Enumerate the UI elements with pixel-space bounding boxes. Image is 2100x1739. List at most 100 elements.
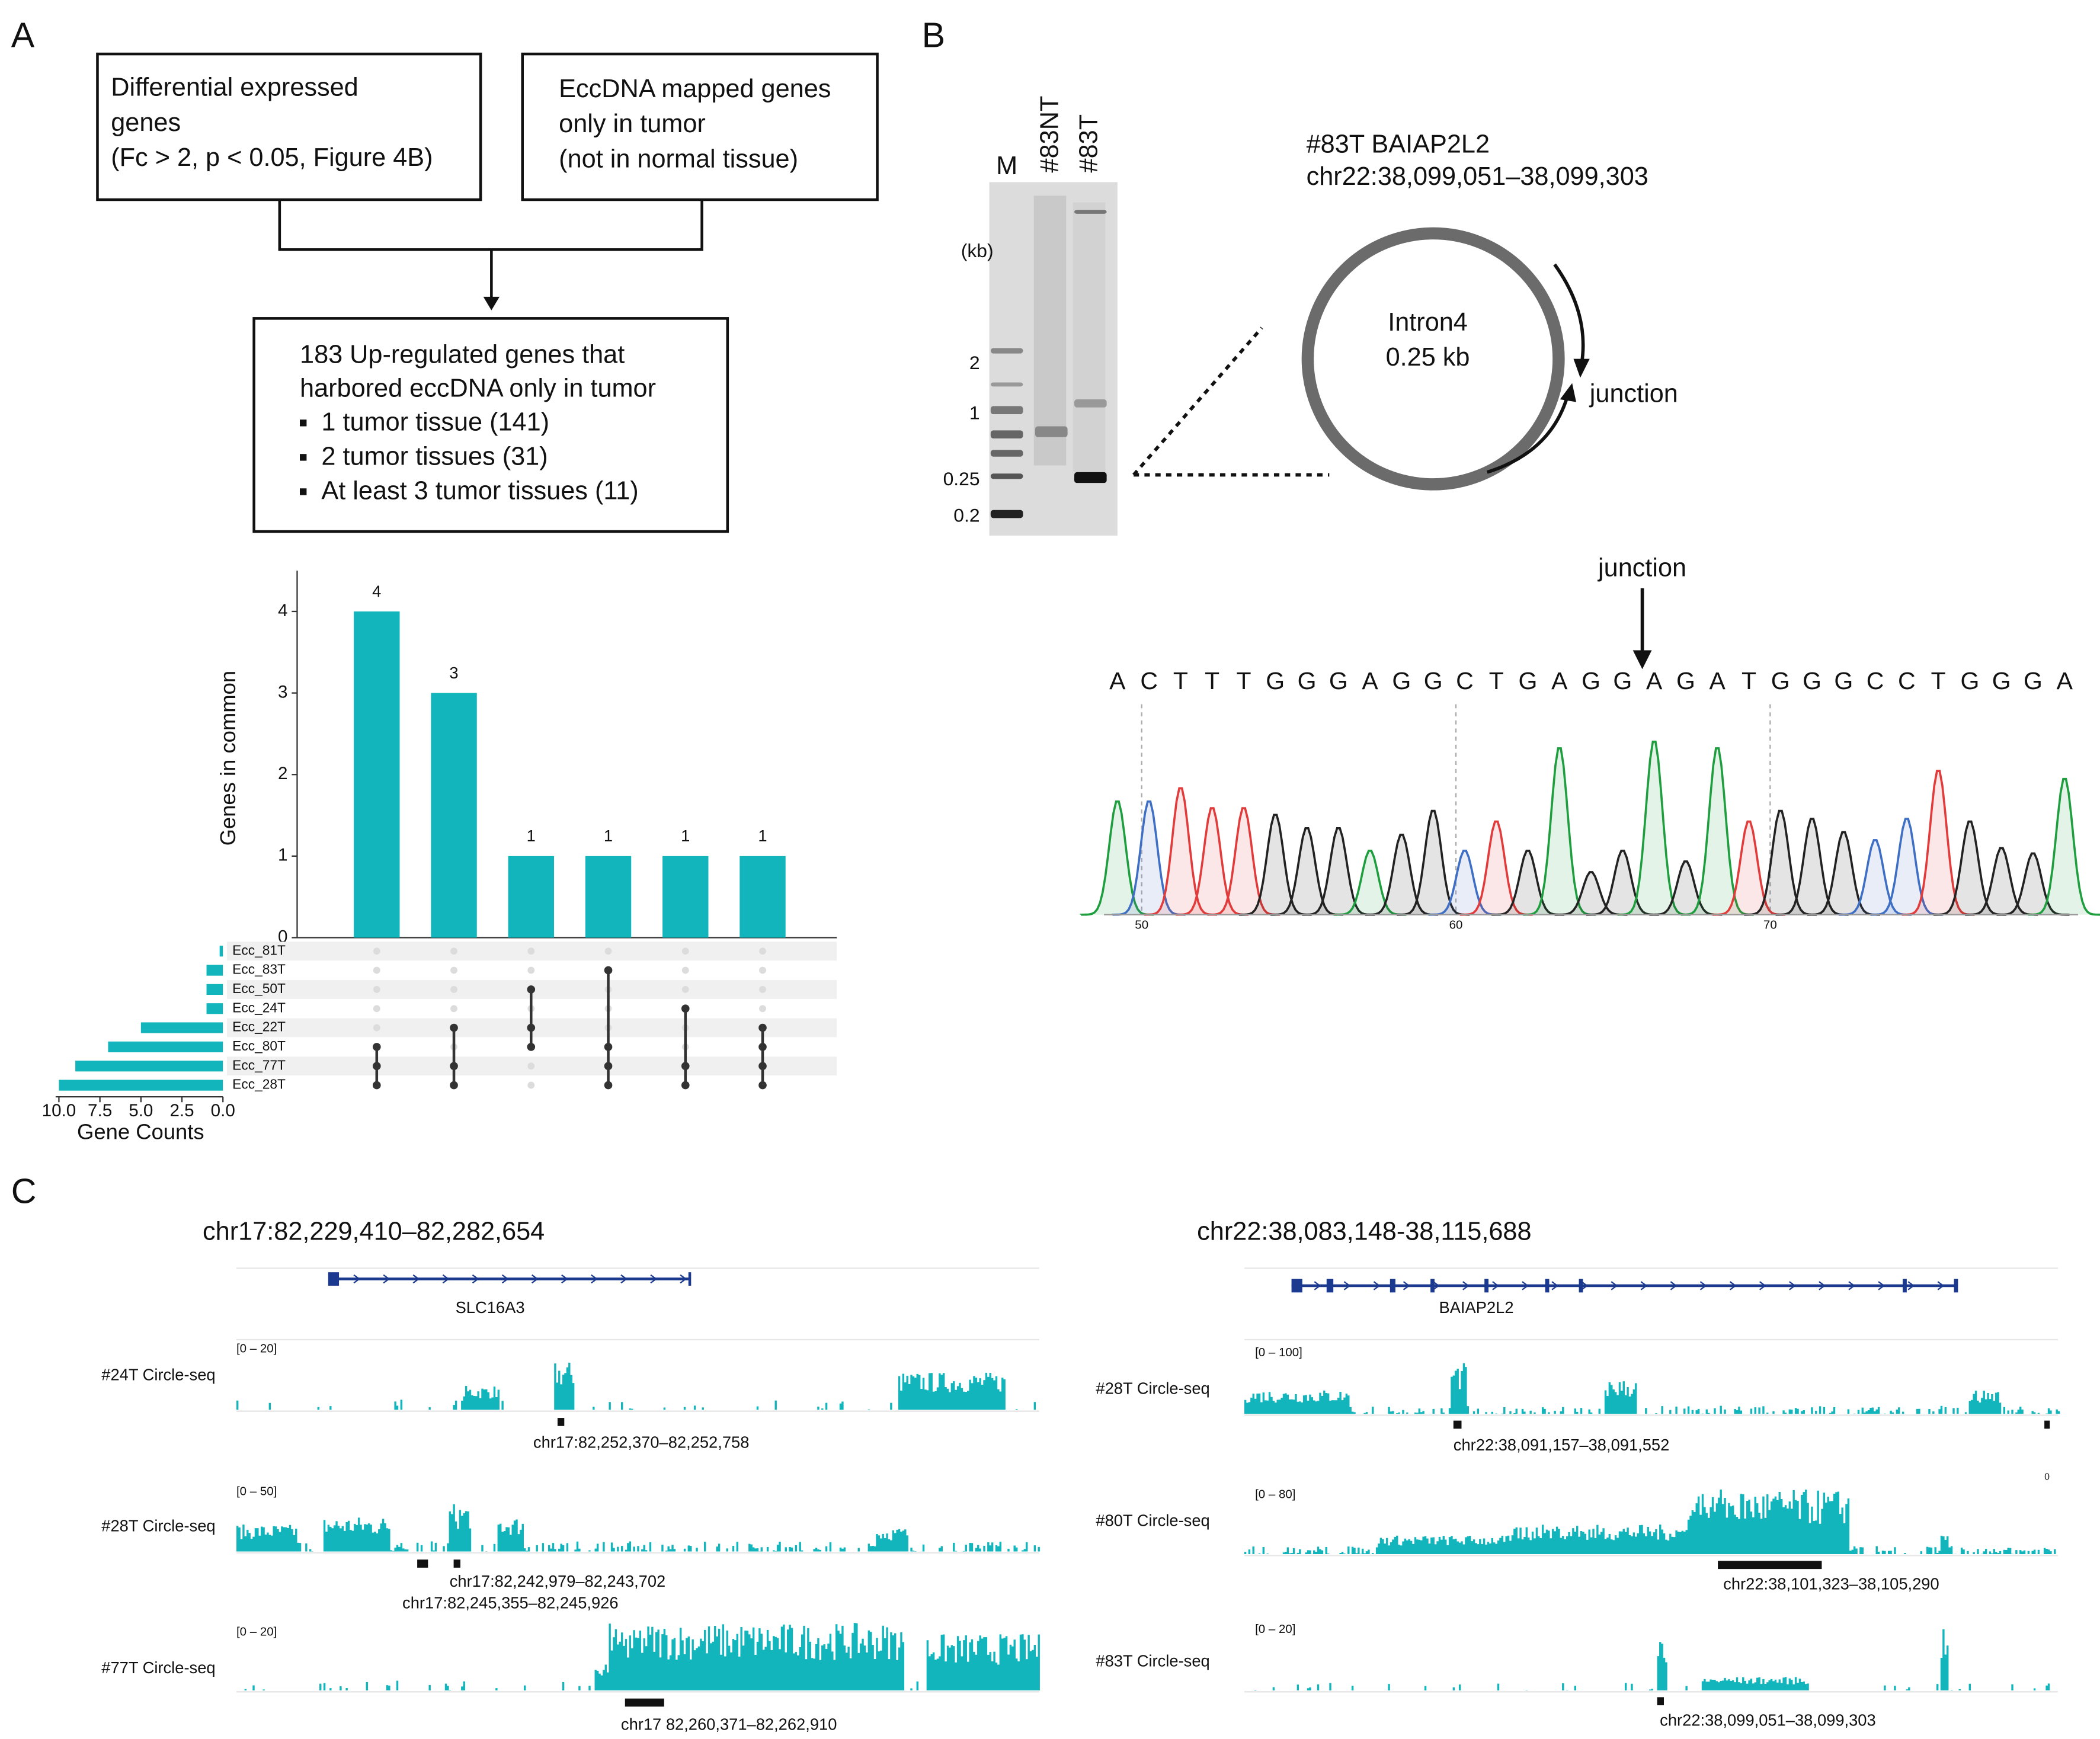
matrix-dot-empty [681,986,689,993]
set-label: Ecc_77T [232,1057,286,1072]
matrix-dot [681,1062,690,1071]
flow-text: EccDNA mapped genes [559,75,831,103]
size-label: 2 [969,352,980,373]
matrix-dot-empty [759,947,766,955]
base-letter: T [1205,667,1219,694]
bar-value-label: 1 [758,827,767,845]
base-letter: A [1109,667,1126,694]
track-range: [0 – 20] [236,1341,277,1355]
base-letter: G [1834,667,1853,694]
region-label: chr22:38,101,323–38,105,290 [1723,1575,1939,1593]
region-box [1718,1561,1822,1570]
exon [1579,1279,1583,1293]
gene-arrow [561,1274,568,1284]
region-label: chr17:82,242,979–82,243,702 [450,1572,665,1590]
coverage [1244,1363,2060,1414]
trace-tick-label: 70 [1763,918,1777,931]
matrix-dot-empty [373,966,380,974]
x-tick-label: 2.5 [169,1101,194,1120]
exon [1954,1279,1958,1293]
exon [1390,1279,1395,1293]
gene-arrow [1640,1281,1648,1290]
matrix-dot [450,1081,458,1090]
gene-arrow [383,1274,390,1284]
track-label: #28T Circle-seq [1096,1379,1209,1397]
flow-text: genes [111,108,181,137]
gene-arrow [1343,1281,1351,1290]
gel-smear [1033,196,1067,466]
bar [431,693,477,938]
matrix-dot-empty [450,986,457,993]
track-range: [0 – 80] [1255,1487,1295,1501]
gene-arrow [1699,1281,1707,1290]
base-letter: T [1236,667,1251,694]
arrow-head [1560,383,1577,402]
matrix-dot-empty [373,947,380,955]
coverage [1244,1489,2060,1555]
y-tick-label: 3 [278,682,287,702]
region-box [417,1559,428,1568]
connector [278,199,703,251]
set-size-bar [59,1080,223,1091]
matrix-dot [527,1043,536,1051]
trace-peak [1616,740,1691,916]
trace-peak [1522,747,1596,916]
trace-tick-label: 60 [1449,918,1463,931]
trace-peak [1679,747,1754,916]
gene-arrow [1373,1281,1381,1290]
region-box [453,1559,460,1568]
arrow-head [1573,358,1590,378]
base-letter: C [1140,667,1158,694]
junction-label: junction [1589,380,1678,408]
gene-arrow [442,1274,450,1284]
matrix-dot-empty [604,947,612,955]
bullet [300,454,307,461]
matrix-dot-empty [681,947,689,955]
gene-arrow [1729,1281,1737,1290]
matrix-dot-empty [373,1005,380,1013]
bar-value-label: 1 [527,827,536,845]
region-label: chr17:82,252,370–82,252,758 [533,1433,750,1452]
matrix-dot [758,1081,767,1090]
trace-peak [1900,770,1975,916]
eccdna-circle [1301,227,1565,491]
matrix-dot [527,985,536,994]
bar [740,856,786,938]
gene-arrow [591,1274,598,1284]
bar-value-label: 4 [372,582,381,600]
matrix-dot-empty [450,966,457,974]
track-label: #77T Circle-seq [101,1658,215,1677]
lane-label: M [996,152,1017,180]
gene-arrow [1581,1281,1589,1290]
gel-band [1074,399,1107,408]
arrow [1553,263,1585,365]
matrix-dot [604,966,613,975]
arrow-head [483,296,500,310]
gel-band [1074,472,1107,483]
track-range: [0 – 50] [236,1485,277,1498]
base-letter: G [1771,667,1790,694]
panel-label: B [922,15,945,55]
bar-value-label: 3 [449,664,458,682]
exon [688,1272,692,1286]
region-label: chr17 82,260,371–82,262,910 [621,1715,837,1733]
matrix-dot [681,1081,690,1090]
panel-label: C [11,1171,37,1211]
x-tick-label: 5.0 [129,1101,153,1120]
region-label: chr22:38,091,157–38,091,552 [1454,1436,1669,1454]
base-letter: G [2024,667,2043,694]
gel-band [990,473,1023,479]
exon [1903,1279,1907,1293]
gel-band [990,510,1023,518]
y-tick-label: 2 [278,764,287,783]
locus-title: chr22:38,083,148-38,115,688 [1197,1218,1531,1246]
gel-band [990,430,1023,439]
matrix-dot [604,1062,613,1071]
region-box [557,1418,565,1426]
set-size-bar [140,1022,223,1033]
panel-label: A [11,15,35,55]
flow-text: (not in normal tissue) [559,145,798,173]
base-letter: G [1992,667,2011,694]
gel-band [1074,210,1107,214]
